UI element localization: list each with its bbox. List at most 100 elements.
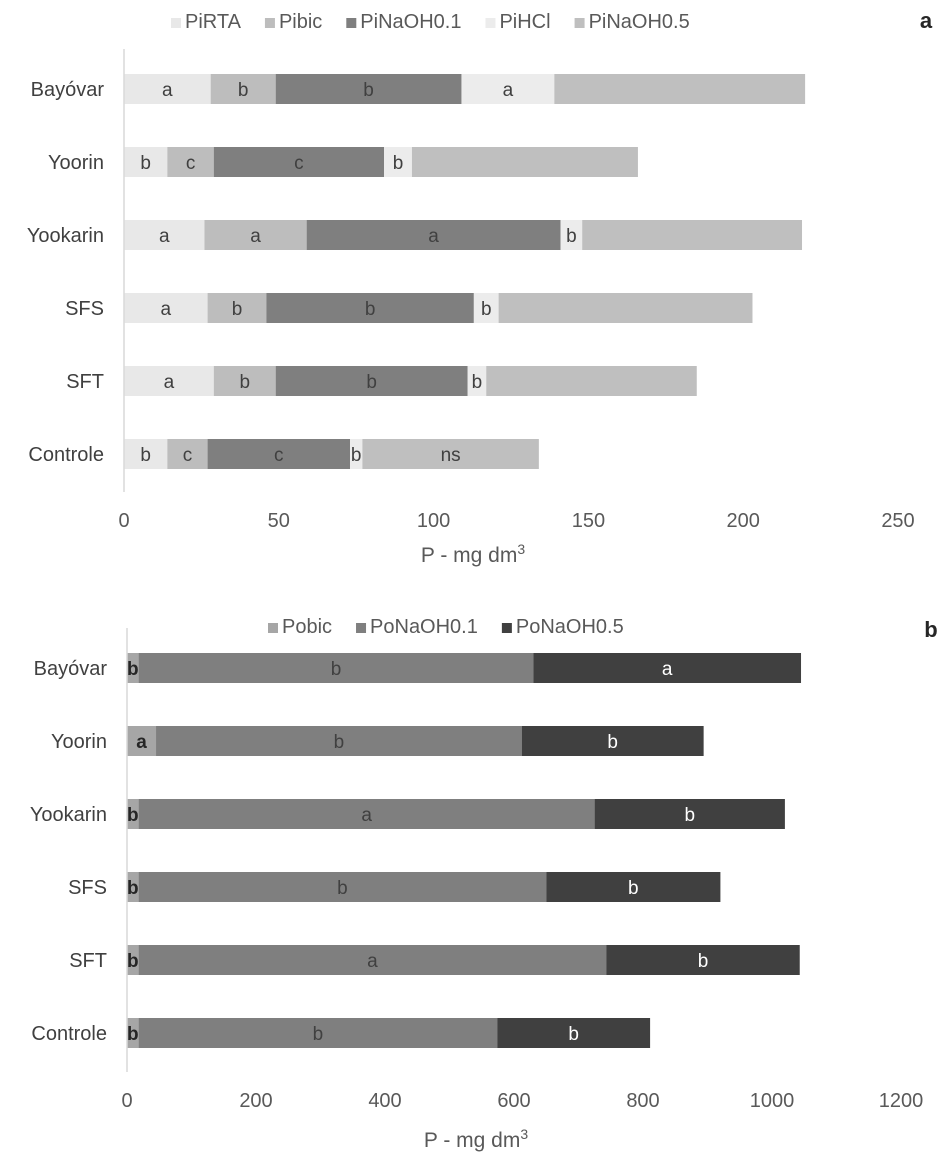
legend-item-pibic: Pibic (264, 11, 322, 33)
bar-yoorin-pinaoh0-5 (411, 147, 638, 177)
data-label-bayovar-pinaoh0-1: b (363, 80, 374, 101)
data-label-yookarin-pobic: b (127, 805, 139, 826)
bar-yoorin-ponaoh0-1 (156, 726, 522, 756)
data-label-sft-pirta: a (164, 372, 175, 393)
legend-label-pibic: Pibic (279, 11, 322, 33)
chart-b-legend: Pobic PoNaOH0.1 PoNaOH0.5 (268, 616, 624, 638)
bar-sft-pihcl (467, 366, 487, 396)
category-label-bayovar: Bayóvar (31, 79, 105, 101)
data-label-sft-pinaoh0-1: b (366, 372, 377, 393)
x-tick-label-0: 0 (121, 1090, 132, 1112)
legend-swatch-ponaoh0-1 (356, 623, 367, 633)
bar-bayovar-ponaoh0-1 (138, 653, 534, 683)
bar-sfs-ponaoh0-5 (546, 872, 721, 902)
chart-b: Pobic PoNaOH0.1 PoNaOH0.5 bb b aa b bb a bb b bb a bb… (30, 616, 938, 1152)
x-tick-label-600: 600 (497, 1090, 530, 1112)
bar-bayovar-pibic (210, 74, 276, 104)
legend-item-pobic: Pobic (268, 616, 332, 638)
legend-swatch-pihcl (485, 18, 496, 28)
chart-b-panel-label: b (924, 617, 937, 642)
category-label-yookarin: Yookarin (30, 804, 107, 826)
x-tick-label-100: 100 (417, 510, 450, 532)
data-label-yoorin-pihcl: b (393, 153, 404, 174)
x-tick-label-200: 200 (727, 510, 760, 532)
data-label-bayovar-pihcl: a (503, 80, 514, 101)
legend-label-ponaoh0-1: PoNaOH0.1 (370, 616, 478, 638)
chart-a-bars: a b b a b c c b a a a b a b b b a b b b b c c b ns (124, 74, 806, 469)
data-label-sfs-pirta: a (161, 299, 172, 320)
bar-yoorin-pibic (167, 147, 214, 177)
bar-bayovar-pobic (127, 653, 139, 683)
x-tick-label-0: 0 (118, 510, 129, 532)
data-label-bayovar-pirta: a (162, 80, 173, 101)
bar-sfs-pihcl (473, 293, 499, 323)
category-label-controle: Controle (28, 444, 104, 466)
data-label-controle-pinaoh0-5: ns (441, 445, 461, 466)
data-label-controle-pobic: b (127, 1024, 139, 1045)
bar-sft-ponaoh0-5 (606, 945, 800, 975)
chart-a: PiRTA Pibic PiNaOH0.1 PiHCl PiNaOH0.5 a a b b a b c… (27, 8, 933, 567)
bar-yookarin-ponaoh0-5 (594, 799, 785, 829)
legend-item-pinaoh0-5: PiNaOH0.5 (574, 11, 690, 33)
bar-sfs-pinaoh0-5 (498, 293, 753, 323)
bar-yoorin-pirta (124, 147, 168, 177)
legend-swatch-pinaoh0-5 (574, 18, 585, 28)
legend-item-pinaoh0-1: PiNaOH0.1 (346, 11, 461, 33)
chart-a-panel-label: a (920, 8, 933, 33)
data-label-yookarin-ponaoh0-1: a (361, 805, 372, 826)
data-label-sfs-pobic: b (127, 878, 139, 899)
data-label-yoorin-ponaoh0-1: b (334, 732, 345, 753)
bar-controle-pobic (127, 1018, 139, 1048)
data-label-yoorin-pinaoh0-1: c (294, 153, 304, 174)
bar-yookarin-pirta (124, 220, 205, 250)
data-label-controle-ponaoh0-1: b (313, 1024, 324, 1045)
x-tick-label-50: 50 (268, 510, 290, 532)
legend-item-ponaoh0-1: PoNaOH0.1 (356, 616, 478, 638)
data-label-sft-pihcl: b (472, 372, 483, 393)
data-label-yookarin-pirta: a (159, 226, 170, 247)
category-label-sft: SFT (69, 950, 107, 972)
data-label-controle-ponaoh0-5: b (568, 1024, 579, 1045)
data-label-bayovar-ponaoh0-5: a (662, 659, 673, 680)
bar-sfs-pirta (124, 293, 208, 323)
category-label-bayovar: Bayóvar (34, 658, 108, 680)
data-label-yookarin-ponaoh0-5: b (684, 805, 695, 826)
bar-bayovar-pirta (124, 74, 211, 104)
bar-controle-pinaoh0-1 (207, 439, 351, 469)
bar-sfs-ponaoh0-1 (138, 872, 547, 902)
category-label-sfs: SFS (68, 877, 107, 899)
bar-controle-pirta (124, 439, 168, 469)
bar-sfs-pobic (127, 872, 139, 902)
legend-label-pinaoh0-1: PiNaOH0.1 (360, 11, 461, 33)
legend-label-pinaoh0-5: PiNaOH0.5 (589, 11, 690, 33)
legend-label-ponaoh0-5: PoNaOH0.5 (516, 616, 624, 638)
category-label-yoorin: Yoorin (48, 152, 104, 174)
bar-yookarin-pihcl (560, 220, 583, 250)
chart-a-x-axis-label: P - mg dm3 (421, 541, 525, 567)
x-tick-label-400: 400 (368, 1090, 401, 1112)
data-label-sfs-pibic: b (232, 299, 243, 320)
bar-yoorin-ponaoh0-5 (521, 726, 704, 756)
bar-yoorin-pinaoh0-1 (213, 147, 385, 177)
bar-sft-pirta (124, 366, 214, 396)
category-label-yookarin: Yookarin (27, 225, 104, 247)
bar-bayovar-pinaoh0-1 (275, 74, 462, 104)
bar-controle-ponaoh0-5 (497, 1018, 651, 1048)
data-label-sft-ponaoh0-1: a (367, 951, 378, 972)
data-label-sft-ponaoh0-5: b (698, 951, 709, 972)
x-tick-label-200: 200 (239, 1090, 272, 1112)
bar-yookarin-pinaoh0-1 (306, 220, 561, 250)
bar-sft-pinaoh0-5 (486, 366, 697, 396)
category-label-yoorin: Yoorin (51, 731, 107, 753)
legend-label-pirta: PiRTA (185, 11, 242, 33)
x-tick-label-1000: 1000 (750, 1090, 795, 1112)
legend-swatch-pinaoh0-1 (346, 18, 357, 28)
data-label-yookarin-pihcl: b (566, 226, 577, 247)
data-label-controle-pibic: c (183, 445, 193, 466)
legend-item-pirta: PiRTA (171, 11, 242, 33)
data-label-yookarin-pibic: a (250, 226, 261, 247)
bar-yookarin-pinaoh0-5 (582, 220, 803, 250)
bar-controle-pibic (167, 439, 208, 469)
data-label-sft-pibic: b (239, 372, 250, 393)
data-label-controle-pinaoh0-1: c (274, 445, 284, 466)
